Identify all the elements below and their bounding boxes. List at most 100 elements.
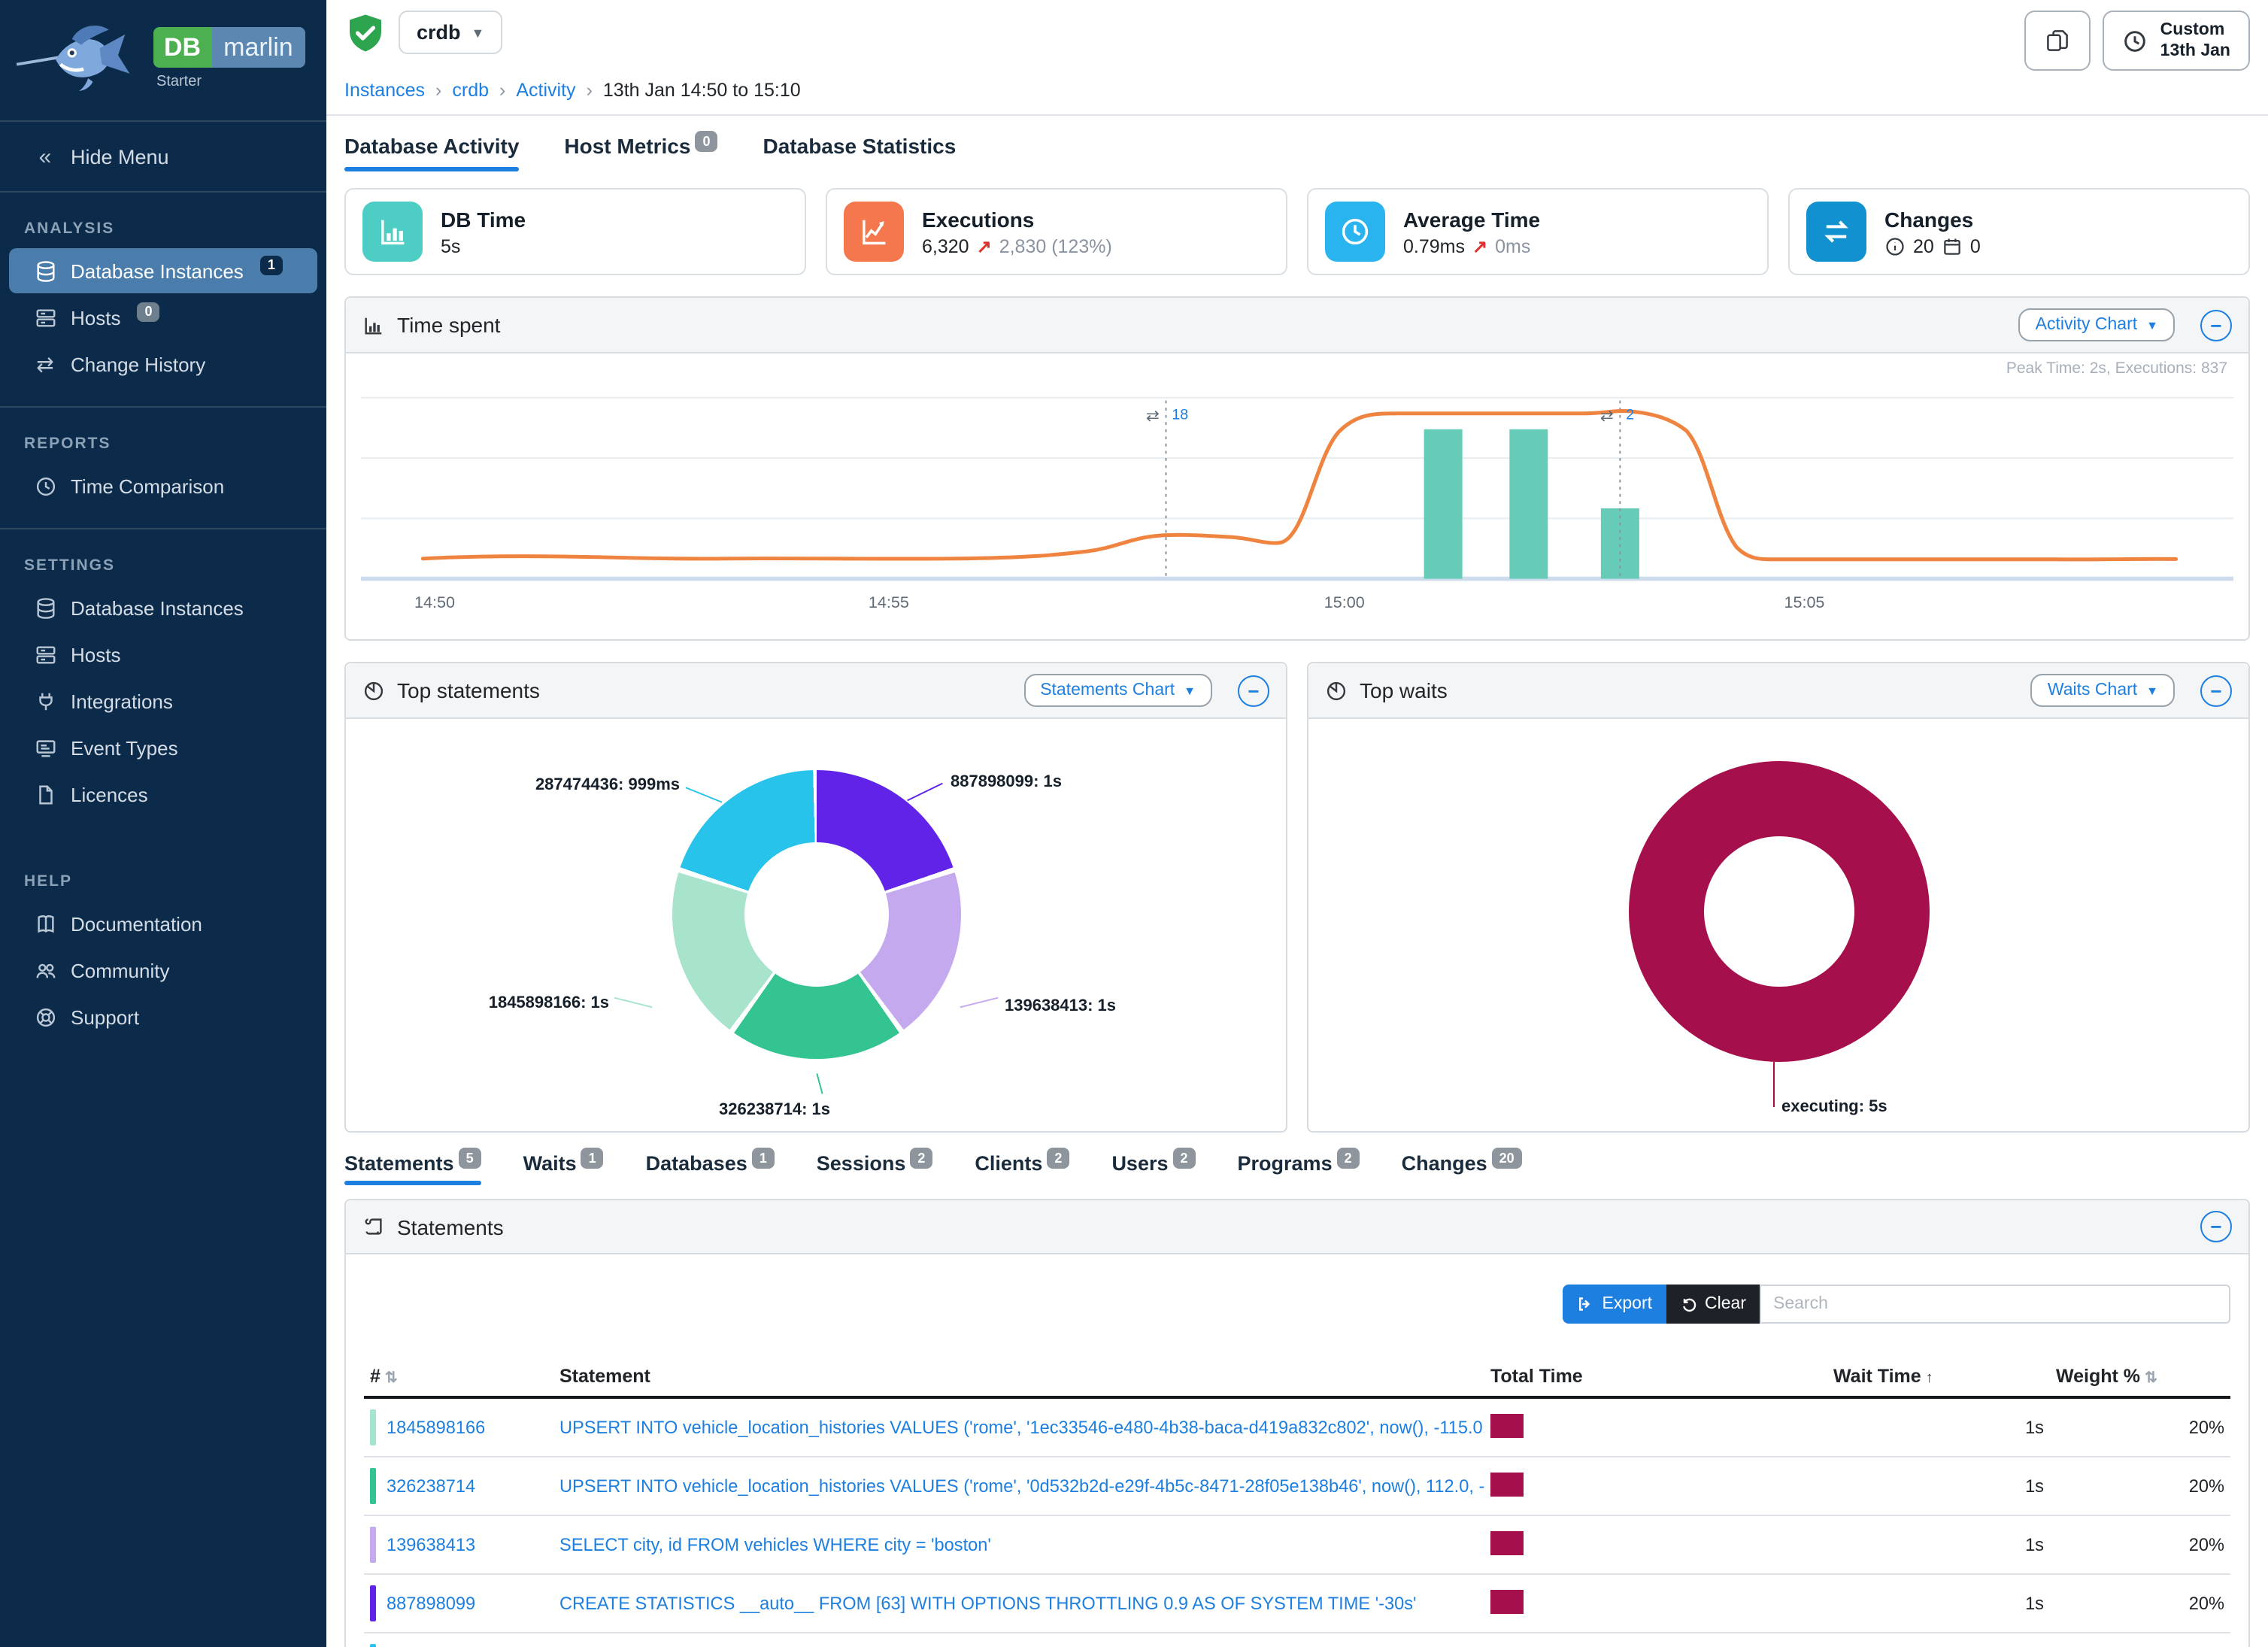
- tab-sessions[interactable]: Sessions 2: [817, 1148, 933, 1185]
- sidebar-item-label: Database Instances: [71, 259, 244, 282]
- detail-tabs: Statements 5 Waits 1 Databases 1 Sessions 2 …: [344, 1148, 2250, 1185]
- x-tick: 15:05: [1784, 593, 1824, 611]
- time-spent-header: Time spent Activity Chart ▼ −: [346, 298, 2248, 353]
- tab-database-activity[interactable]: Database Activity: [344, 134, 520, 171]
- time-spent-body: Peak Time: 2s, Executions: 837 ⇄ 18: [346, 353, 2248, 639]
- weight-cell: 20%: [2050, 1574, 2230, 1633]
- logo-marlin: marlin: [211, 27, 305, 68]
- section-title: ANALYSIS: [24, 220, 115, 238]
- export-button[interactable]: Export: [1563, 1285, 1666, 1324]
- tab-clients[interactable]: Clients 2: [975, 1148, 1070, 1185]
- waits-donut[interactable]: [1628, 761, 1929, 1062]
- breadcrumb-instances[interactable]: Instances: [344, 80, 426, 101]
- breadcrumb-crdb[interactable]: crdb: [425, 80, 489, 101]
- sidebar-item-licences[interactable]: Licences: [9, 772, 317, 817]
- statement-id-link[interactable]: 326238714: [387, 1476, 476, 1497]
- table-row: 287474436 UPSERT INTO vehicle_location_h…: [364, 1633, 2230, 1647]
- sidebar-item-community[interactable]: Community: [9, 948, 317, 993]
- copy-link-button[interactable]: [2024, 11, 2091, 71]
- sidebar-section-analysis: ANALYSIS Database Instances 1 Hosts 0 ⇄ …: [0, 202, 326, 397]
- calendar-icon: [1944, 238, 1960, 254]
- sidebar-item-integrations[interactable]: Integrations: [9, 678, 317, 723]
- breadcrumb-activity[interactable]: Activity: [489, 80, 576, 101]
- sidebar-item-label: Support: [71, 1005, 140, 1028]
- waits-chart-selector[interactable]: Waits Chart ▼: [2030, 674, 2175, 707]
- time-range-button[interactable]: Custom 13th Jan: [2103, 11, 2250, 71]
- table-toolbar: Export Clear: [364, 1285, 2230, 1324]
- panel-title: Top waits: [1360, 678, 1448, 702]
- x-tick: 14:55: [869, 593, 909, 611]
- sidebar-item-database-instances[interactable]: Database Instances 1: [9, 248, 317, 293]
- sidebar-item-support[interactable]: Support: [9, 994, 317, 1039]
- sidebar-item-label: Community: [71, 959, 170, 981]
- tab-users[interactable]: Users 2: [1111, 1148, 1196, 1185]
- event-types-icon: [33, 736, 57, 760]
- time-spent-chart: ⇄ 18 ⇄ 2 14:50 14:55 15:00 15:05: [361, 396, 2233, 611]
- change-marker-icon[interactable]: ⇄: [1600, 407, 1614, 425]
- sidebar-item-hosts-settings[interactable]: Hosts: [9, 632, 317, 677]
- metric-cards: DB Time 5s Executions 6,320 ↗ 2,830 (123…: [344, 188, 2250, 275]
- clock-icon: [33, 474, 57, 498]
- collapse-panel-icon[interactable]: −: [1238, 675, 1269, 706]
- hide-menu-button[interactable]: « Hide Menu: [9, 131, 317, 182]
- executions-bar: [1509, 429, 1548, 579]
- statement-id-link[interactable]: 1845898166: [387, 1417, 486, 1438]
- sidebar-section-settings: SETTINGS Database Instances Hosts Integr…: [0, 538, 326, 827]
- statement-color-swatch: [370, 1644, 376, 1647]
- sidebar-item-event-types[interactable]: Event Types: [9, 725, 317, 770]
- statement-id-link[interactable]: 139638413: [387, 1534, 476, 1555]
- statement-link[interactable]: UPSERT INTO vehicle_location_histories V…: [559, 1476, 1484, 1497]
- panel-title: Statements: [397, 1215, 504, 1239]
- sidebar-item-database-instances-settings[interactable]: Database Instances: [9, 585, 317, 630]
- sidebar-item-change-history[interactable]: ⇄ Change History: [9, 341, 317, 387]
- collapse-panel-icon[interactable]: −: [2200, 675, 2232, 706]
- line-chart-icon: [844, 202, 904, 262]
- tab-statements[interactable]: Statements 5: [344, 1148, 481, 1185]
- leader-line: [614, 996, 653, 1009]
- tab-databases[interactable]: Databases 1: [646, 1148, 775, 1185]
- change-marker-icon[interactable]: ⇄: [1146, 407, 1160, 425]
- chevron-down-icon: ▼: [2146, 318, 2158, 332]
- main-area: crdb ▼ Custom 13th Jan InstancescrdbAct: [326, 0, 2268, 1647]
- up-arrow-icon: ↗: [1472, 235, 1488, 256]
- logo-db: DB: [153, 27, 212, 68]
- leader-line: [816, 1073, 823, 1094]
- activity-chart-selector[interactable]: Activity Chart ▼: [2018, 308, 2175, 341]
- annotation-count[interactable]: 18: [1172, 407, 1188, 423]
- clear-button[interactable]: Clear: [1666, 1285, 1760, 1324]
- pie-chart-icon: [362, 679, 385, 702]
- column-header-id[interactable]: # ⇅: [364, 1357, 553, 1399]
- search-input[interactable]: [1760, 1285, 2230, 1324]
- statement-link[interactable]: SELECT city, id FROM vehicles WHERE city…: [559, 1534, 991, 1555]
- column-header-weight[interactable]: Weight % ⇅: [2050, 1357, 2230, 1399]
- sidebar-item-label: Time Comparison: [71, 475, 225, 497]
- column-header-wait-time[interactable]: Wait Time ↑: [1827, 1357, 2050, 1399]
- tab-waits[interactable]: Waits 1: [523, 1148, 604, 1185]
- divider: [0, 191, 326, 193]
- sidebar-item-label: Hosts: [71, 643, 121, 666]
- leader-line: [685, 787, 723, 803]
- sidebar-item-label: Licences: [71, 783, 148, 805]
- column-header-statement[interactable]: Statement: [553, 1357, 1484, 1399]
- collapse-panel-icon[interactable]: −: [2200, 309, 2232, 341]
- column-header-total-time[interactable]: Total Time: [1484, 1357, 1827, 1399]
- sort-icon: ⇅: [384, 1370, 398, 1387]
- top-statements-panel: Top statements Statements Chart ▼ −: [344, 662, 1287, 1133]
- collapse-panel-icon[interactable]: −: [2200, 1211, 2232, 1242]
- tab-programs[interactable]: Programs 2: [1238, 1148, 1360, 1185]
- tab-host-metrics[interactable]: Host Metrics 0: [564, 131, 718, 171]
- statement-link[interactable]: UPSERT INTO vehicle_location_histories V…: [559, 1417, 1484, 1438]
- statements-donut[interactable]: [672, 770, 960, 1059]
- instance-selector[interactable]: crdb ▼: [399, 11, 503, 54]
- statements-chart-selector[interactable]: Statements Chart ▼: [1023, 674, 1212, 707]
- tab-changes[interactable]: Changes 20: [1402, 1148, 1522, 1185]
- annotation-count[interactable]: 2: [1626, 407, 1634, 423]
- statement-link[interactable]: CREATE STATISTICS __auto__ FROM [63] WIT…: [559, 1593, 1417, 1614]
- sidebar-item-hosts[interactable]: Hosts 0: [9, 295, 317, 340]
- average-time-delta: 0ms: [1495, 235, 1531, 256]
- sidebar-item-documentation[interactable]: Documentation: [9, 901, 317, 946]
- tab-database-statistics[interactable]: Database Statistics: [763, 134, 957, 158]
- statement-id-link[interactable]: 887898099: [387, 1593, 476, 1614]
- topbar: crdb ▼ Custom 13th Jan: [326, 0, 2268, 71]
- sidebar-item-time-comparison[interactable]: Time Comparison: [9, 463, 317, 508]
